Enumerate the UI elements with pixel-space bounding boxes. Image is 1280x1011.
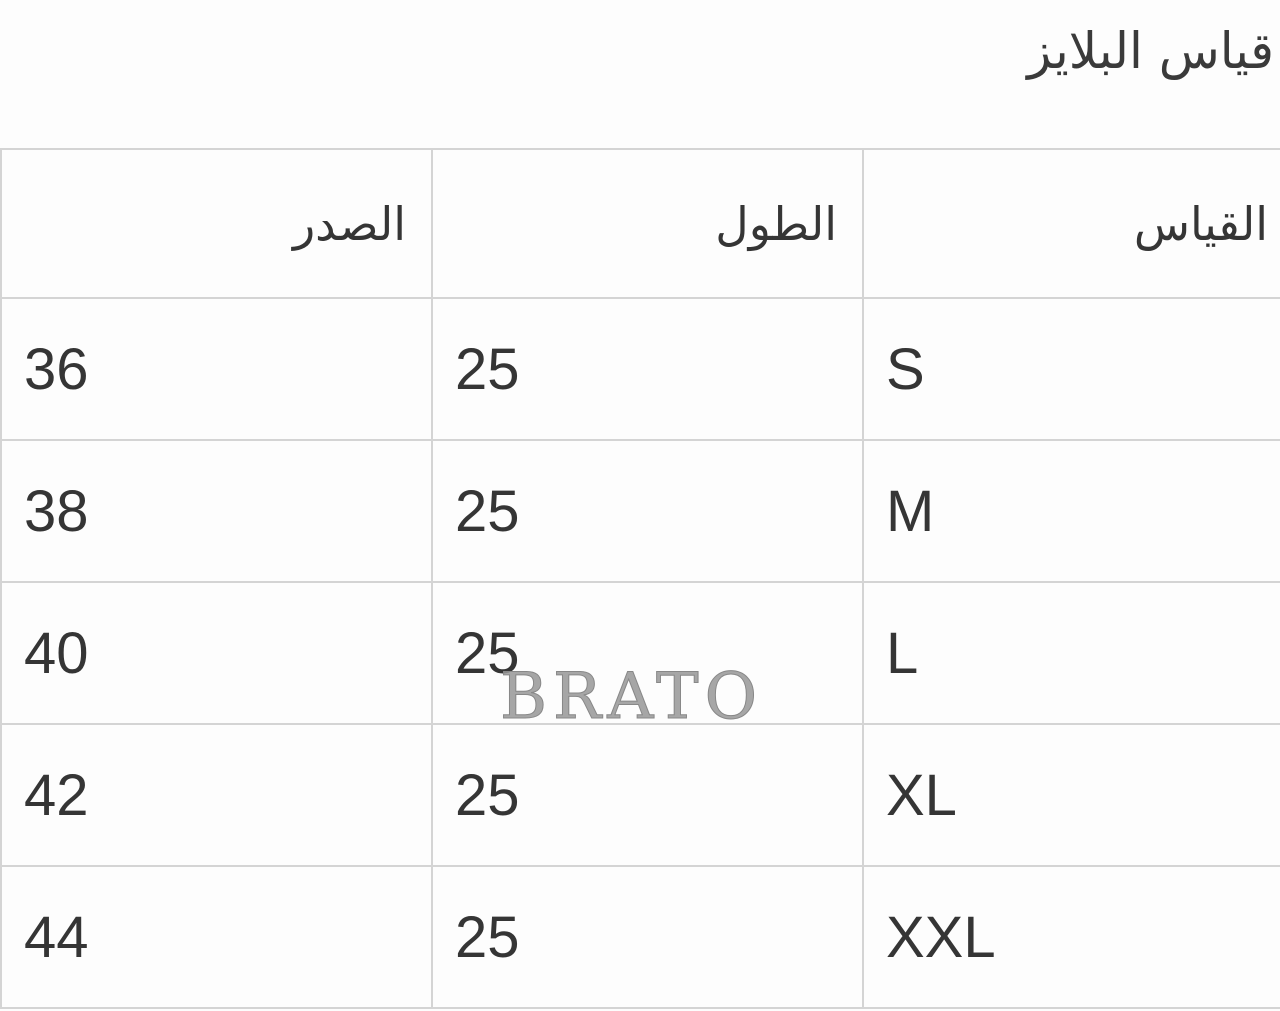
page-title: قياس البلايز [1027,22,1274,80]
cell-chest: 36 [0,297,433,441]
table-row: 42 25 XL [0,723,1280,867]
cell-size: XXL [862,865,1280,1009]
cell-chest: 38 [0,439,433,583]
table-row: 40 25 L [0,581,1280,725]
cell-chest: 44 [0,865,433,1009]
cell-size: XL [862,723,1280,867]
size-chart-table: الصدر الطول القياس 36 25 S 38 25 M 40 25… [0,148,1280,1009]
header-size: القياس [862,148,1280,299]
cell-size: S [862,297,1280,441]
cell-length: 25 [431,723,864,867]
cell-size: M [862,439,1280,583]
cell-chest: 40 [0,581,433,725]
cell-length: 25 [431,297,864,441]
header-length: الطول [431,148,864,299]
table-row: 44 25 XXL [0,865,1280,1009]
table-row: 36 25 S [0,297,1280,441]
cell-length: 25 [431,439,864,583]
cell-size: L [862,581,1280,725]
cell-chest: 42 [0,723,433,867]
header-chest: الصدر [0,148,433,299]
cell-length: 25 [431,581,864,725]
table-row: 38 25 M [0,439,1280,583]
table-header-row: الصدر الطول القياس [0,148,1280,299]
cell-length: 25 [431,865,864,1009]
